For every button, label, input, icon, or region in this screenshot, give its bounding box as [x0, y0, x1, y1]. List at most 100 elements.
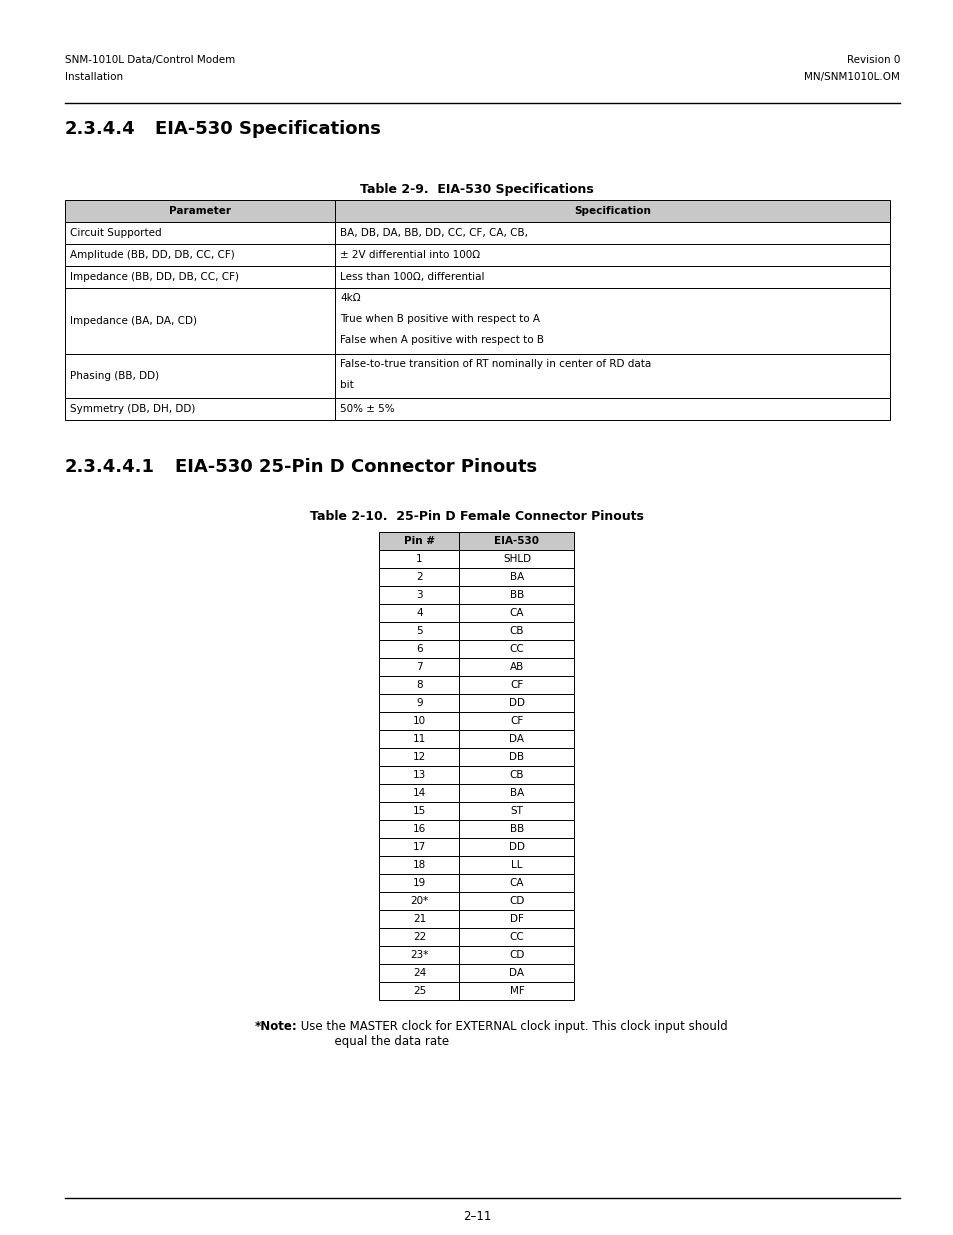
Text: DA: DA: [509, 968, 524, 978]
Bar: [459, 839, 574, 856]
Text: 2–11: 2–11: [462, 1210, 491, 1223]
Bar: [459, 892, 574, 910]
Bar: [379, 802, 459, 820]
Text: Specification: Specification: [574, 206, 650, 216]
Text: EIA-530: EIA-530: [494, 536, 539, 546]
Bar: [459, 820, 574, 839]
Bar: [459, 784, 574, 802]
Text: 2.3.4.4: 2.3.4.4: [65, 120, 135, 138]
Text: DA: DA: [509, 734, 524, 743]
Text: 24: 24: [413, 968, 426, 978]
Text: BA, DB, DA, BB, DD, CC, CF, CA, CB,: BA, DB, DA, BB, DD, CC, CF, CA, CB,: [339, 228, 527, 238]
Text: 3: 3: [416, 590, 422, 600]
Bar: [459, 927, 574, 946]
Text: LL: LL: [511, 860, 522, 869]
Bar: [459, 766, 574, 784]
Bar: [379, 965, 459, 982]
Text: 17: 17: [413, 842, 426, 852]
Text: SHLD: SHLD: [502, 555, 531, 564]
Text: 22: 22: [413, 932, 426, 942]
Bar: [65, 398, 335, 420]
Text: Phasing (BB, DD): Phasing (BB, DD): [70, 370, 159, 382]
Text: 10: 10: [413, 716, 426, 726]
Text: BB: BB: [509, 824, 523, 834]
Bar: [379, 927, 459, 946]
Text: 18: 18: [413, 860, 426, 869]
Text: MN/SNM1010L.OM: MN/SNM1010L.OM: [803, 72, 899, 82]
Text: DF: DF: [510, 914, 523, 924]
Text: AB: AB: [509, 662, 523, 672]
Bar: [379, 839, 459, 856]
Text: Installation: Installation: [65, 72, 123, 82]
Bar: [459, 982, 574, 1000]
Bar: [335, 222, 889, 245]
Bar: [379, 946, 459, 965]
Bar: [459, 676, 574, 694]
Bar: [379, 784, 459, 802]
Bar: [379, 658, 459, 676]
Bar: [379, 892, 459, 910]
Text: CF: CF: [510, 680, 523, 690]
Bar: [335, 354, 889, 398]
Text: BA: BA: [509, 572, 523, 582]
Text: Pin #: Pin #: [403, 536, 435, 546]
Bar: [459, 946, 574, 965]
Text: Revision 0: Revision 0: [845, 56, 899, 65]
Text: 6: 6: [416, 643, 422, 655]
Bar: [335, 398, 889, 420]
Text: DD: DD: [509, 698, 524, 708]
Bar: [65, 266, 335, 288]
Text: EIA-530 25-Pin D Connector Pinouts: EIA-530 25-Pin D Connector Pinouts: [174, 458, 537, 475]
Bar: [379, 604, 459, 622]
Bar: [459, 622, 574, 640]
Bar: [379, 748, 459, 766]
Bar: [379, 550, 459, 568]
Text: *Note:: *Note:: [254, 1020, 297, 1032]
Text: False-to-true transition of RT nominally in center of RD data: False-to-true transition of RT nominally…: [339, 359, 651, 369]
Bar: [379, 856, 459, 874]
Bar: [379, 568, 459, 585]
Text: 12: 12: [413, 752, 426, 762]
Bar: [379, 713, 459, 730]
Text: 23*: 23*: [410, 950, 428, 960]
Text: ± 2V differential into 100Ω: ± 2V differential into 100Ω: [339, 249, 479, 261]
Bar: [379, 730, 459, 748]
Text: 2.3.4.4.1: 2.3.4.4.1: [65, 458, 154, 475]
Bar: [379, 532, 459, 550]
Text: True when B positive with respect to A: True when B positive with respect to A: [339, 314, 539, 324]
Bar: [459, 748, 574, 766]
Bar: [459, 568, 574, 585]
Text: DD: DD: [509, 842, 524, 852]
Bar: [379, 694, 459, 713]
Text: BB: BB: [509, 590, 523, 600]
Text: Table 2-9.  EIA-530 Specifications: Table 2-9. EIA-530 Specifications: [359, 183, 594, 196]
Text: DB: DB: [509, 752, 524, 762]
Bar: [335, 266, 889, 288]
Bar: [459, 658, 574, 676]
Text: 25: 25: [413, 986, 426, 995]
Text: 19: 19: [413, 878, 426, 888]
Text: Impedance (BB, DD, DB, CC, CF): Impedance (BB, DD, DB, CC, CF): [70, 272, 239, 282]
Text: Impedance (BA, DA, CD): Impedance (BA, DA, CD): [70, 316, 196, 326]
Bar: [459, 585, 574, 604]
Text: 9: 9: [416, 698, 422, 708]
Bar: [459, 730, 574, 748]
Text: Circuit Supported: Circuit Supported: [70, 228, 161, 238]
Text: CA: CA: [509, 608, 524, 618]
Text: CB: CB: [509, 626, 524, 636]
Text: CA: CA: [509, 878, 524, 888]
Bar: [459, 910, 574, 927]
Text: CD: CD: [509, 950, 524, 960]
Bar: [335, 288, 889, 354]
Text: 15: 15: [413, 806, 426, 816]
Text: 16: 16: [413, 824, 426, 834]
Text: ST: ST: [510, 806, 523, 816]
Bar: [65, 200, 335, 222]
Text: Table 2-10.  25-Pin D Female Connector Pinouts: Table 2-10. 25-Pin D Female Connector Pi…: [310, 510, 643, 522]
Bar: [379, 766, 459, 784]
Bar: [459, 713, 574, 730]
Text: CF: CF: [510, 716, 523, 726]
Bar: [379, 676, 459, 694]
Text: Symmetry (DB, DH, DD): Symmetry (DB, DH, DD): [70, 404, 195, 414]
Bar: [65, 288, 335, 354]
